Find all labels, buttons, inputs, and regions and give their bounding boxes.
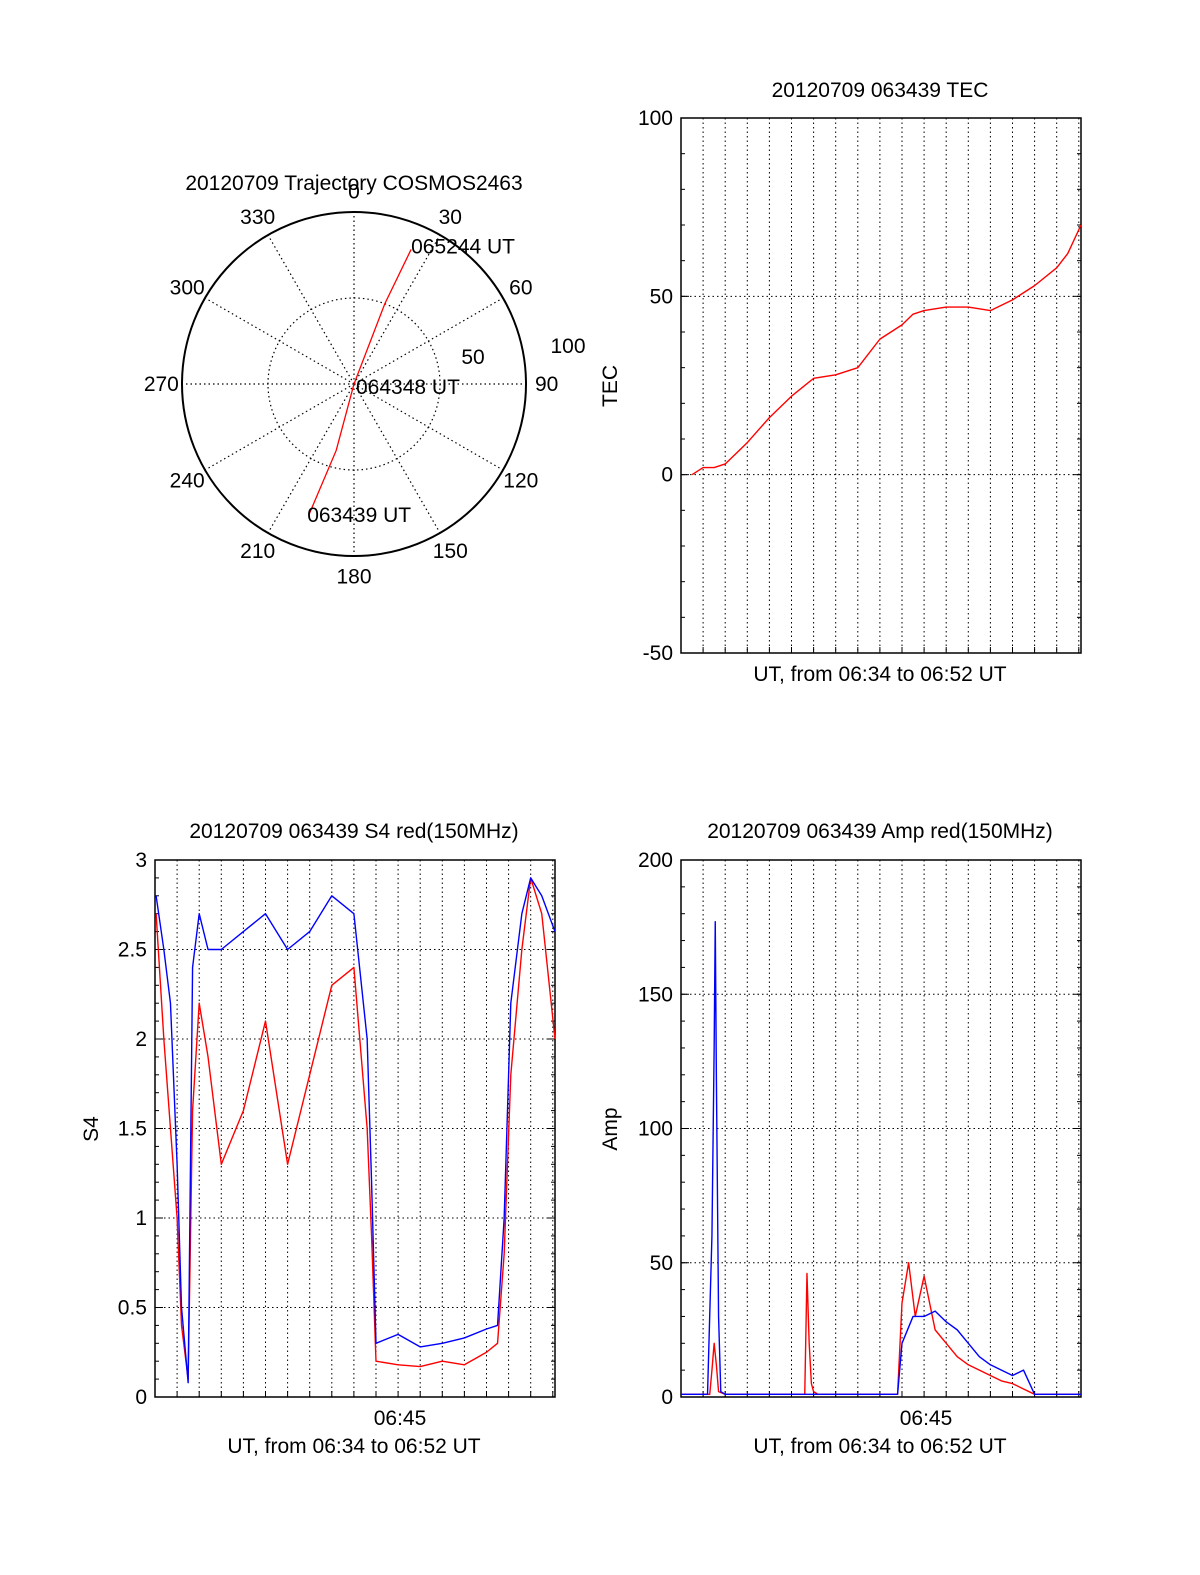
- polar-trajectory-line: [308, 249, 412, 515]
- polar-spoke: [204, 383, 355, 471]
- polar-angle-label: 120: [503, 469, 538, 492]
- series-line-red: [691, 224, 1082, 476]
- series-line-blue: [155, 877, 556, 1384]
- s4-title: 20120709 063439 S4 red(150MHz): [189, 820, 518, 843]
- plot-frame: [154, 859, 556, 1398]
- amp-panel: 20120709 063439 Amp red(150MHz) 0 50 100 15…: [599, 820, 1082, 1458]
- series-line-blue: [681, 921, 1081, 1396]
- polar-spoke: [353, 297, 504, 385]
- y-tick-label: 100: [638, 107, 673, 130]
- polar-angle-label: 210: [240, 540, 275, 563]
- polar-spoke: [267, 234, 355, 385]
- tec-y-tick-labels: -50 0 50 100: [638, 107, 673, 665]
- amp-title: 20120709 063439 Amp red(150MHz): [707, 820, 1053, 843]
- y-tick-label: 1.5: [118, 1118, 147, 1141]
- s4-series: [155, 877, 556, 1384]
- polar-spoke: [353, 383, 504, 471]
- polar-angle-label: 150: [433, 540, 468, 563]
- trajectory-polar-panel: 20120709 Trajectory COSMOS2463 0 30 60 90 12…: [144, 172, 586, 589]
- plot-frame: [680, 117, 1082, 654]
- polar-title: 20120709 Trajectory COSMOS2463: [185, 172, 522, 195]
- polar-angle-label: 300: [170, 277, 205, 300]
- amp-grid: [680, 859, 1082, 1398]
- tec-title: 20120709 063439 TEC: [772, 79, 989, 102]
- y-tick-label: 200: [638, 849, 673, 872]
- series-line-red: [681, 1262, 1081, 1396]
- polar-angle-label: 330: [240, 206, 275, 229]
- y-tick-label: 50: [650, 1252, 673, 1275]
- y-tick-label: 1: [135, 1207, 147, 1230]
- y-tick-label: -50: [643, 642, 673, 665]
- series-line-red: [155, 877, 556, 1380]
- amp-ylabel: Amp: [599, 1107, 622, 1150]
- polar-spoke: [353, 234, 441, 385]
- y-tick-label: 2: [135, 1028, 147, 1051]
- polar-angle-label: 180: [336, 566, 371, 589]
- polar-angle-label: 30: [439, 206, 462, 229]
- tec-series: [691, 224, 1082, 476]
- polar-angle-labels: 0 30 60 90 120 150 180 210 240 270 300 330: [144, 180, 558, 588]
- annotation-mid-time: 064348 UT: [356, 376, 460, 399]
- annotation-start-time: 063439 UT: [307, 504, 411, 527]
- s4-panel: 20120709 063439 S4 red(150MHz) 0 0.5 1 1.5 2…: [80, 820, 556, 1458]
- polar-spoke: [267, 383, 355, 534]
- amp-series: [681, 921, 1081, 1396]
- amp-x-tick-label: 06:45: [900, 1407, 953, 1430]
- y-tick-label: 150: [638, 983, 673, 1006]
- tec-ylabel: TEC: [599, 365, 622, 407]
- tec-xlabel: UT, from 06:34 to 06:52 UT: [753, 663, 1006, 686]
- polar-radius-label-100: 100: [550, 335, 585, 358]
- y-tick-label: 3: [135, 849, 147, 872]
- amp-y-tick-labels: 0 50 100 150 200: [638, 849, 673, 1409]
- polar-angle-label: 0: [348, 180, 360, 203]
- annotation-end-time: 065244 UT: [411, 235, 515, 258]
- polar-angle-label: 90: [535, 373, 558, 396]
- polar-angle-label: 60: [509, 277, 532, 300]
- y-tick-label: 0: [135, 1386, 147, 1409]
- polar-trajectory: [308, 249, 412, 515]
- y-tick-label: 0.5: [118, 1297, 147, 1320]
- tec-grid: [680, 117, 1082, 654]
- plot-frame: [680, 859, 1082, 1398]
- tec-panel: 20120709 063439 TEC -50 0 50 100 UT, from 0…: [599, 79, 1082, 686]
- s4-x-tick-label: 06:45: [374, 1407, 427, 1430]
- polar-spoke: [353, 383, 441, 534]
- polar-spoke: [204, 297, 355, 385]
- y-tick-label: 2.5: [118, 939, 147, 962]
- polar-angle-label: 240: [170, 469, 205, 492]
- y-tick-label: 0: [661, 464, 673, 487]
- polar-grid: [181, 211, 527, 557]
- s4-y-tick-labels: 0 0.5 1 1.5 2 2.5 3: [118, 849, 147, 1409]
- y-tick-label: 100: [638, 1118, 673, 1141]
- s4-xlabel: UT, from 06:34 to 06:52 UT: [227, 1435, 480, 1458]
- s4-grid: [154, 859, 556, 1398]
- polar-angle-label: 270: [144, 373, 179, 396]
- y-tick-label: 50: [650, 285, 673, 308]
- amp-xlabel: UT, from 06:34 to 06:52 UT: [753, 1435, 1006, 1458]
- y-tick-label: 0: [661, 1386, 673, 1409]
- polar-radius-label-50: 50: [461, 346, 484, 369]
- s4-ylabel: S4: [80, 1116, 103, 1142]
